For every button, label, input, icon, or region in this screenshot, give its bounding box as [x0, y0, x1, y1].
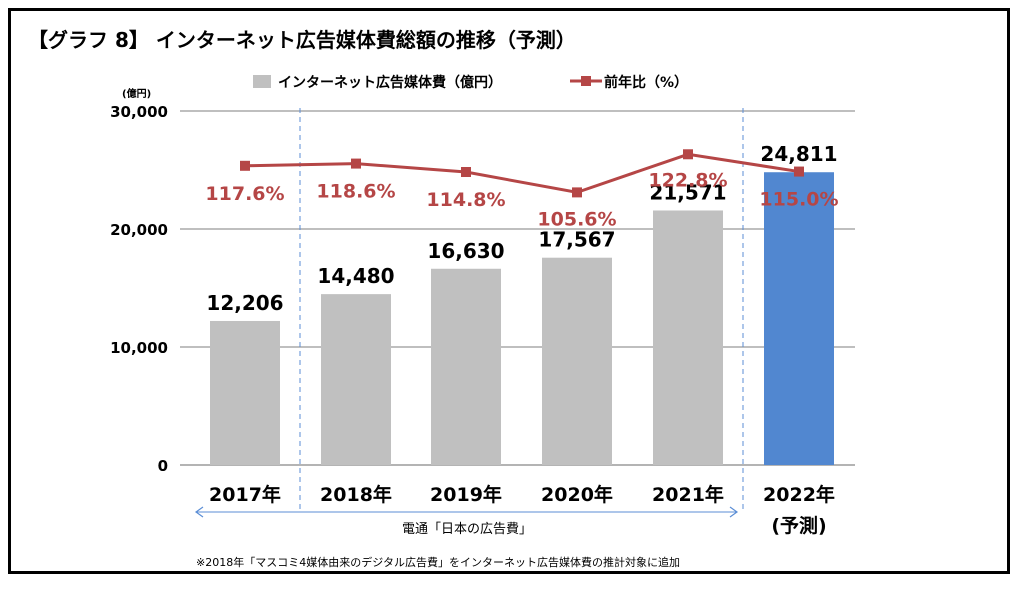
source-bracket-left-arrow	[194, 506, 204, 518]
ratio-point	[794, 166, 804, 177]
chart-frame	[8, 8, 1010, 574]
bar	[542, 257, 612, 465]
x-tick-label: 2020年	[541, 483, 613, 506]
chart-title: 【グラフ 8】 インターネット広告媒体費総額の推移（予測）	[28, 28, 576, 52]
bar	[431, 268, 501, 465]
bar	[210, 320, 280, 465]
x-tick-label: 2019年	[430, 483, 502, 506]
legend-line-marker	[581, 76, 591, 86]
bar-value-label: 21,571	[649, 180, 726, 204]
ratio-line	[244, 152, 800, 194]
ratio-value-label: 117.6%	[205, 183, 284, 205]
ratio-value-labels: 117.6% 118.6% 114.8% 105.6% 122.8% 115.0%	[205, 169, 838, 230]
x-tick-forecast-sublabel: (予測)	[771, 514, 826, 537]
y-tick-label: 30,000	[110, 103, 168, 121]
ratio-line-series	[240, 149, 804, 198]
x-tick-label: 2017年	[209, 483, 281, 506]
ratio-point	[683, 149, 693, 160]
legend: インターネット広告媒体費（億円） 前年比（%）	[253, 74, 688, 91]
y-axis-ticks: 0 10,000 20,000 30,000	[110, 103, 168, 475]
x-tick-label: 2018年	[320, 483, 392, 506]
x-axis-ticks: 2017年 2018年 2019年 2020年 2021年 2022年 (予測)	[209, 483, 835, 537]
ratio-value-label: 115.0%	[759, 189, 838, 211]
bar-value-labels: 12,206 14,480 16,630 17,567 21,571 24,811	[206, 142, 837, 315]
bar-series	[210, 172, 834, 465]
x-tick-label: 2021年	[652, 483, 724, 506]
ratio-point	[461, 167, 471, 178]
footnote: ※2018年「マスコミ4媒体由来のデジタル広告費」をインターネット広告媒体費の推…	[196, 555, 680, 569]
ratio-value-label: 118.6%	[316, 181, 395, 203]
bar-value-label: 16,630	[427, 239, 504, 263]
bar-value-label: 12,206	[206, 291, 283, 315]
source-bracket-right-arrow	[729, 506, 739, 518]
ratio-value-label: 114.8%	[426, 189, 505, 211]
legend-bar-label: インターネット広告媒体費（億円）	[278, 74, 502, 91]
bar	[764, 172, 834, 465]
ratio-point	[572, 187, 582, 198]
legend-bar-swatch	[253, 75, 271, 88]
bar-value-label: 17,567	[538, 228, 615, 252]
bar	[321, 294, 391, 465]
bar-value-label: 14,480	[317, 264, 394, 288]
bar	[653, 210, 723, 465]
ratio-value-label: 105.6%	[537, 208, 616, 230]
y-tick-label: 10,000	[110, 339, 168, 357]
y-tick-label: 20,000	[110, 221, 168, 239]
bar-value-label: 24,811	[760, 142, 837, 166]
ratio-value-label: 122.8%	[648, 169, 727, 191]
legend-line-label: 前年比（%）	[604, 74, 688, 91]
source-label: 電通「日本の広告費」	[402, 522, 532, 537]
y-tick-label: 0	[158, 457, 168, 475]
ratio-point	[351, 158, 361, 169]
y-axis-unit: (億円)	[122, 87, 151, 100]
x-tick-label: 2022年	[763, 483, 835, 506]
ratio-point	[240, 160, 250, 171]
source-bracket	[194, 506, 739, 518]
